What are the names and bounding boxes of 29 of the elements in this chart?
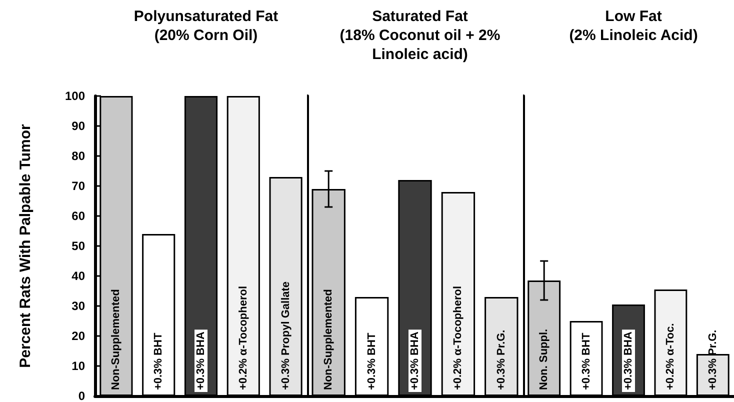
y-tick-label: 20: [72, 329, 86, 343]
y-tick-label: 0: [78, 389, 86, 402]
y-tick-label: 80: [72, 149, 86, 163]
chart-title: Saturated Fat (18% Coconut oil + 2% Linoleic acid): [340, 8, 500, 63]
x-tick-label: +0.3% BHA: [622, 332, 634, 390]
x-tick-label: +0.2% α-Tocopherol: [452, 286, 464, 390]
x-tick-label: +0.3% BHA: [195, 332, 207, 390]
y-tick-label: 50: [72, 239, 86, 253]
x-tick-label: +0.3% Propyl Gallate: [280, 281, 292, 390]
x-tick-label: +0.3% Pr.G.: [495, 330, 508, 390]
x-tick-label: +0.3% BHA: [409, 332, 421, 390]
y-tick-label: 70: [72, 179, 86, 193]
y-tick-label: 90: [72, 119, 86, 133]
x-tick-label: +0.3% BHT: [152, 332, 165, 390]
chart-title: Polyunsaturated Fat (20% Corn Oil): [134, 8, 278, 44]
y-axis-title: Percent Rats With Palpable Tumor: [17, 124, 34, 368]
x-tick-label: +0.2% α-Tocopherol: [237, 286, 250, 390]
y-tick-label: 40: [72, 269, 86, 283]
x-tick-label: Non. Suppl.: [538, 328, 550, 390]
y-tick-label: 30: [72, 299, 86, 313]
x-tick-label: Non-Supplemented: [322, 289, 335, 390]
y-tick-label: 100: [64, 89, 86, 103]
chart-title: Low Fat (2% Linoleic Acid): [569, 8, 698, 44]
x-tick-label: +0.3% BHT: [366, 332, 378, 390]
y-tick-label: 10: [72, 359, 86, 373]
x-tick-label: +0.3% BHT: [580, 332, 592, 390]
x-tick-label: Non-Supplemented: [110, 289, 122, 390]
y-tick-label: 60: [72, 209, 86, 223]
x-tick-label: +0.2% α-Toc.: [664, 323, 677, 390]
